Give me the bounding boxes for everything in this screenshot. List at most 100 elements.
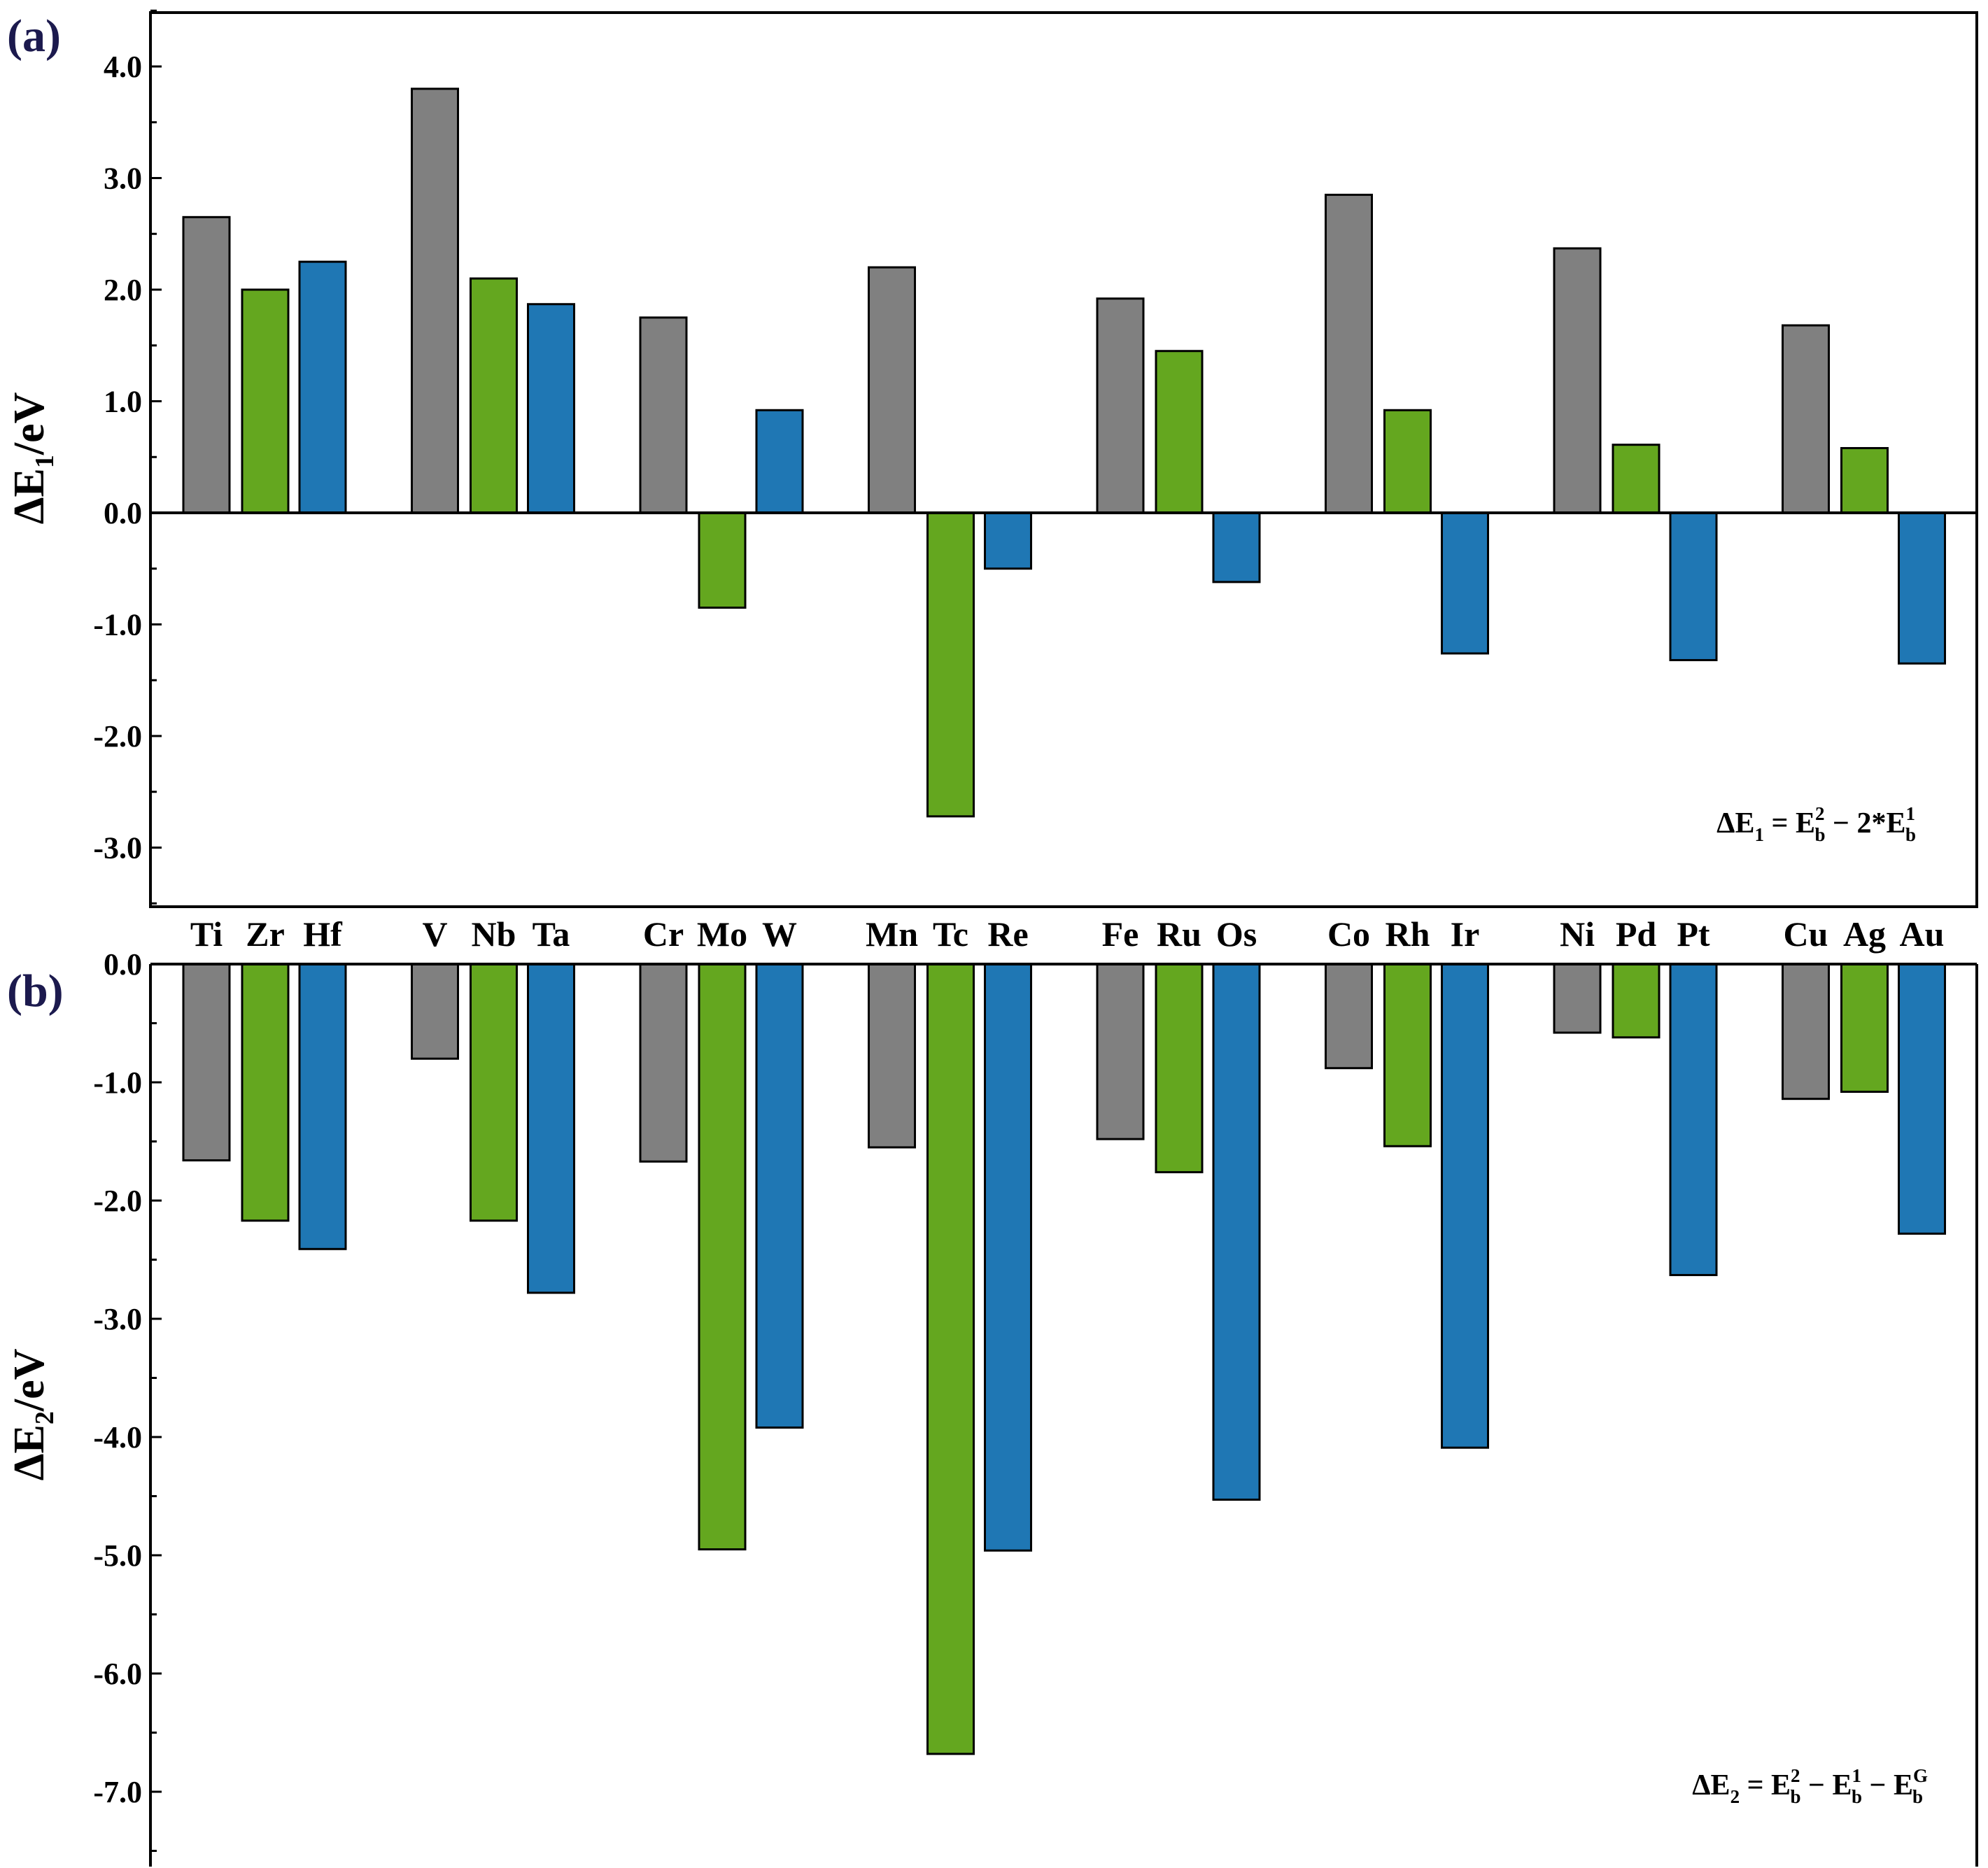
bar-v <box>411 963 459 1060</box>
category-label-mn: Mn <box>866 914 918 954</box>
bar-rh <box>1383 409 1432 514</box>
bar-co <box>1325 963 1373 1070</box>
category-labels: Ti Zr Hf V Nb Ta Cr Mo W Mn Tc Re Fe Ru Os Co Rh Ir Ni Pd Pt… <box>190 914 1945 954</box>
bar-fe <box>1096 297 1145 514</box>
y-tick-label: -3.0 <box>93 1302 142 1336</box>
category-label-ta: Ta <box>533 914 570 954</box>
y-tick-label: -7.0 <box>93 1775 142 1809</box>
category-label-ti: Ti <box>190 914 223 954</box>
y-tick-label: -1.0 <box>93 1066 142 1100</box>
category-label-nb: Nb <box>472 914 516 954</box>
bar-tc <box>926 511 975 818</box>
bar-nb <box>470 963 518 1222</box>
bar-os <box>1212 511 1261 583</box>
bar-cr <box>639 963 688 1163</box>
y-tick-label: 3.0 <box>104 162 142 196</box>
category-label-rh: Rh <box>1386 914 1430 954</box>
category-label-ru: Ru <box>1157 914 1201 954</box>
bar-ti <box>182 963 231 1162</box>
y-tick-label: 4.0 <box>104 50 142 84</box>
bar-pd <box>1612 963 1661 1039</box>
bar-re <box>984 963 1032 1552</box>
y-tick-label: 1.0 <box>104 385 142 419</box>
panel-b-bars <box>182 963 1946 1755</box>
category-label-tc: Tc <box>933 914 968 954</box>
y-tick-label: -2.0 <box>93 719 142 753</box>
bar-cr <box>639 316 688 514</box>
bar-ti <box>182 215 231 514</box>
category-label-pt: Pt <box>1677 914 1710 954</box>
category-label-cr: Cr <box>643 914 684 954</box>
bar-cu <box>1782 324 1830 514</box>
bar-au <box>1898 511 1946 665</box>
panel-b-y-axis-title: ΔE2/eV <box>6 1348 59 1480</box>
panel-a-label: (a) <box>7 10 61 62</box>
bar-au <box>1898 963 1946 1235</box>
category-label-ag: Ag <box>1843 914 1886 954</box>
bar-v <box>411 87 459 514</box>
bar-nb <box>470 277 518 514</box>
bar-ni <box>1553 963 1602 1034</box>
bar-hf <box>298 260 347 514</box>
category-label-pd: Pd <box>1616 914 1657 954</box>
panel-b-formula: ΔE2 = E2 b − E1 b − EG b <box>1692 1765 1928 1807</box>
bar-mo <box>698 963 747 1551</box>
panel-a-frame <box>149 11 1978 908</box>
bar-re <box>984 511 1032 570</box>
y-tick-label: -3.0 <box>93 831 142 865</box>
y-tick-label: -5.0 <box>93 1538 142 1573</box>
bar-ag <box>1840 446 1889 514</box>
y-tick-label: -4.0 <box>93 1420 142 1455</box>
bar-ir <box>1441 963 1489 1449</box>
bar-ru <box>1155 963 1204 1173</box>
y-tick-label: 0.0 <box>104 496 142 530</box>
bar-hf <box>298 963 347 1250</box>
category-label-v: V <box>422 914 447 954</box>
y-tick-label: -1.0 <box>93 608 142 642</box>
bar-mn <box>868 266 916 514</box>
category-label-cu: Cu <box>1784 914 1828 954</box>
bar-ni <box>1553 247 1602 514</box>
bar-ta <box>527 303 575 514</box>
panel-a: 4.0 3.0 2.0 1.0 0.0 -1.0 -2.0 -3.0 (a) ΔE1/eV Δ… <box>6 9 1978 908</box>
y-tick-label: -2.0 <box>93 1184 142 1218</box>
bar-w <box>755 963 804 1429</box>
bar-cu <box>1782 963 1830 1101</box>
panel-b: 0.0 -1.0 -2.0 -3.0 -4.0 -5.0 -6.0 -7.0 (b) ΔE2/… <box>6 947 1978 1867</box>
category-label-re: Re <box>987 914 1028 954</box>
category-label-w: W <box>762 914 797 954</box>
category-label-mo: Mo <box>697 914 747 954</box>
y-tick-label: 0.0 <box>104 947 142 982</box>
bar-ta <box>527 963 575 1294</box>
y-tick-label: 2.0 <box>104 273 142 307</box>
bar-zr <box>241 288 290 514</box>
bar-rh <box>1383 963 1432 1147</box>
bar-fe <box>1096 963 1145 1140</box>
bar-pt <box>1669 511 1718 662</box>
category-label-fe: Fe <box>1102 914 1139 954</box>
category-label-os: Os <box>1216 914 1257 954</box>
panel-a-formula: ΔE1 = E2 b − 2*E1 b <box>1716 803 1916 845</box>
bar-ag <box>1840 963 1889 1094</box>
panel-a-y-ticks: 4.0 3.0 2.0 1.0 0.0 -1.0 -2.0 -3.0 <box>93 9 162 905</box>
category-label-ni: Ni <box>1560 914 1595 954</box>
category-label-co: Co <box>1327 914 1370 954</box>
bar-ir <box>1441 511 1489 655</box>
category-label-au: Au <box>1900 914 1945 954</box>
bar-ru <box>1155 350 1204 514</box>
panel-b-y-ticks: 0.0 -1.0 -2.0 -3.0 -4.0 -5.0 -6.0 -7.0 <box>93 947 162 1852</box>
panel-a-bars <box>182 87 1946 818</box>
bar-zr <box>241 963 290 1222</box>
panel-a-y-axis-title: ΔE1/eV <box>6 392 59 524</box>
bar-w <box>755 409 804 514</box>
bar-pt <box>1669 963 1718 1276</box>
bar-tc <box>926 963 975 1755</box>
category-label-ir: Ir <box>1451 914 1480 954</box>
category-label-zr: Zr <box>246 914 285 954</box>
panel-b-label: (b) <box>7 965 64 1017</box>
bar-pd <box>1612 444 1661 514</box>
bar-mn <box>868 963 916 1149</box>
y-tick-label: -6.0 <box>93 1657 142 1691</box>
bar-os <box>1212 963 1261 1501</box>
